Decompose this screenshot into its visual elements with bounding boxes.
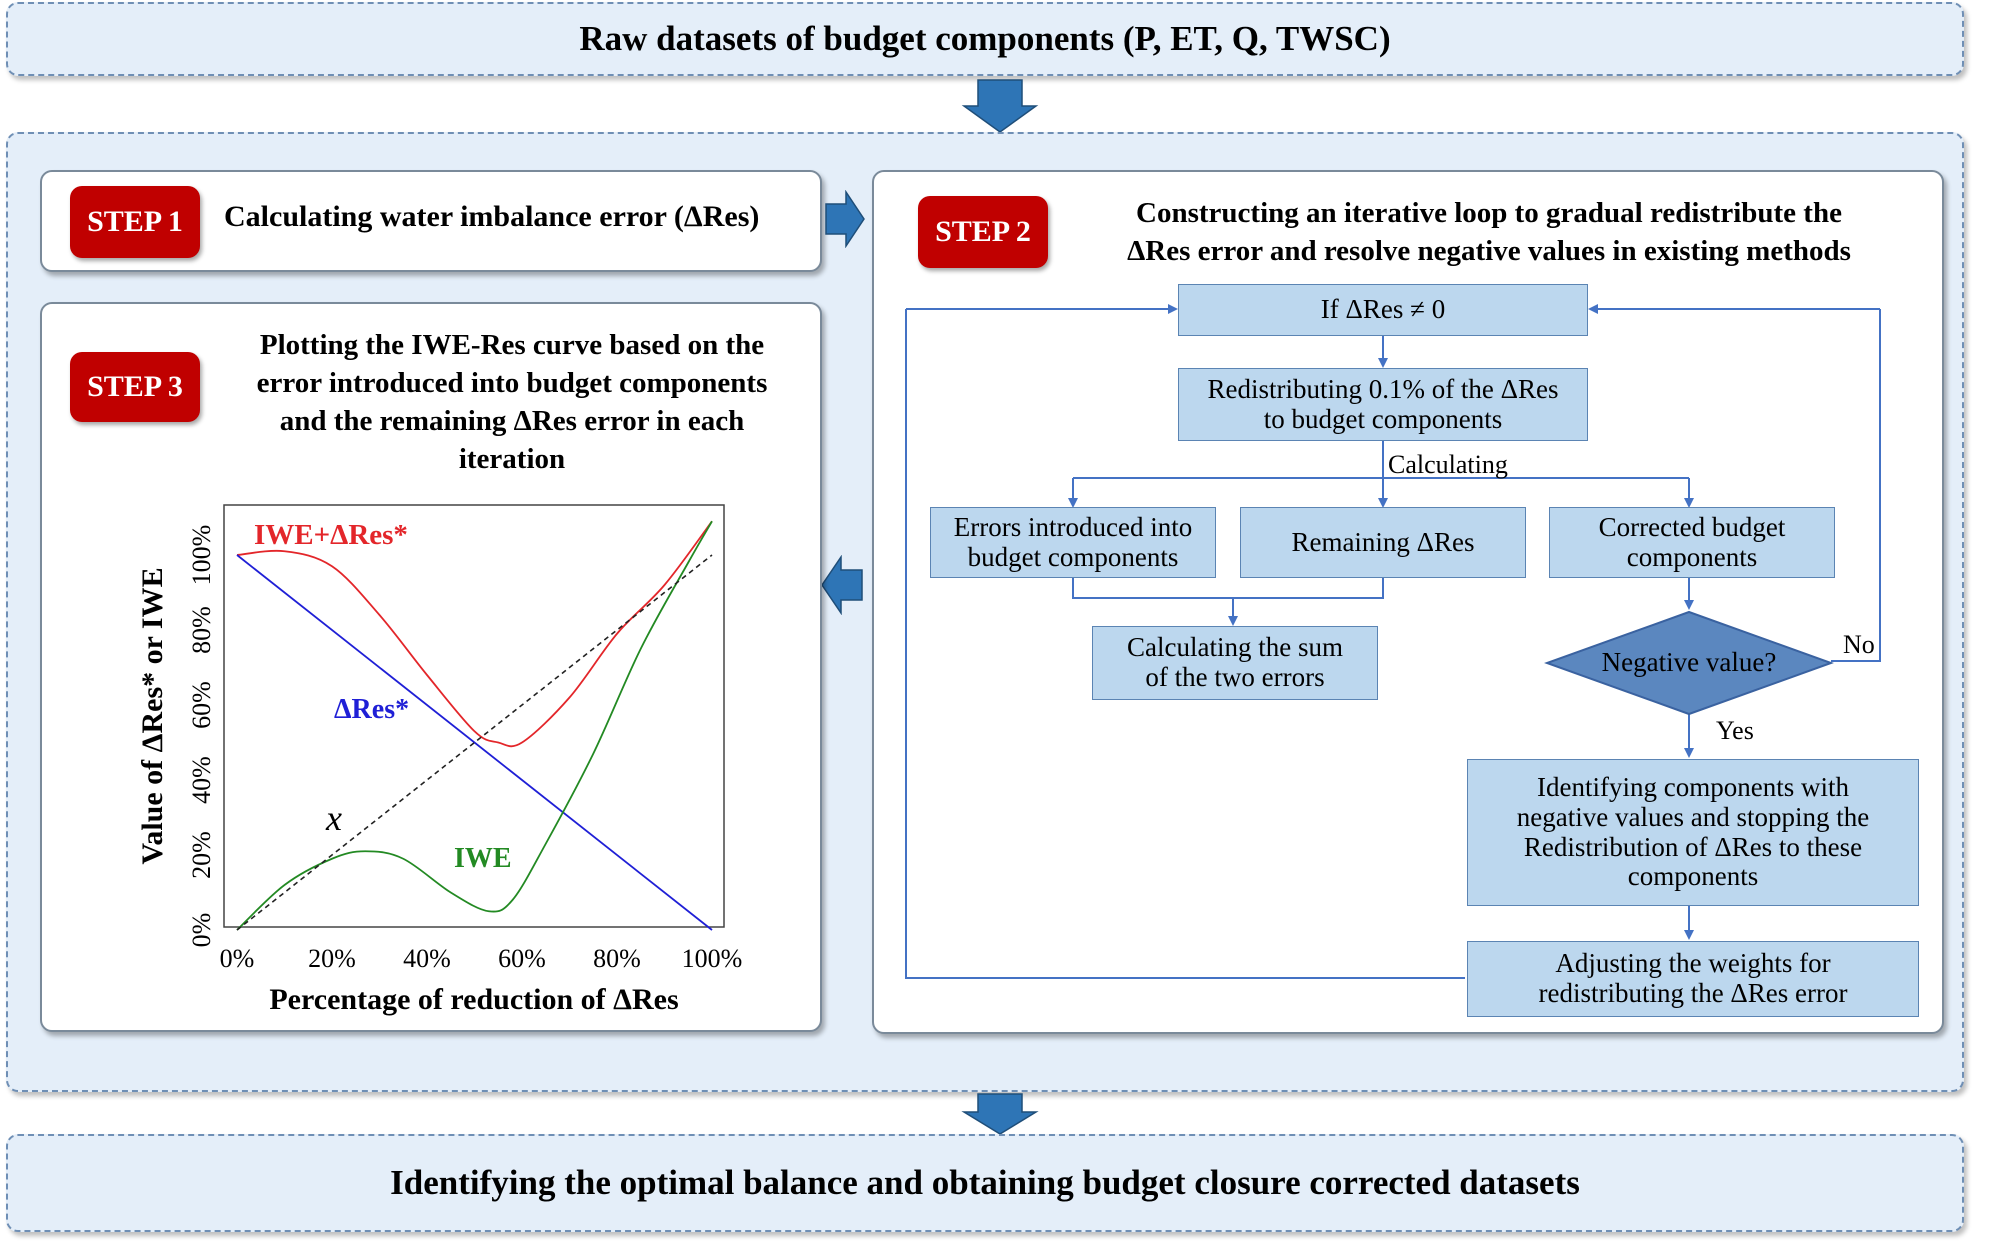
x-tick-label: 20%: [308, 944, 356, 973]
left-arrow-icon: [821, 555, 863, 615]
corrected-text-1: Corrected budget: [1598, 511, 1786, 542]
step2-title: Constructing an iterative loop to gradua…: [1060, 194, 1918, 270]
series-label-iwe-res: IWE+ΔRes*: [254, 519, 408, 551]
x-tick-label: 60%: [498, 944, 546, 973]
errors-introduced-box: Errors introduced into budget components: [930, 507, 1216, 578]
corrected-text-2: components: [1626, 541, 1758, 572]
step3-title-line2: error introduced into budget components: [256, 367, 768, 399]
decision-text: Negative value?: [1601, 647, 1777, 677]
series-label-iwe: IWE: [454, 843, 512, 874]
step3-title: Plotting the IWE-Res curve based on the …: [212, 326, 812, 478]
line-iwe: [236, 520, 713, 931]
y-axis-label: Value of ΔRes* or IWE: [136, 567, 169, 864]
identify-text-4: components: [1627, 861, 1759, 892]
identify-negative-box: Identifying components with negative val…: [1467, 759, 1919, 906]
step3-title-line1: Plotting the IWE-Res curve based on the: [259, 329, 765, 361]
negative-value-decision: [1544, 610, 1834, 716]
redistribute-text-2: to budget components: [1263, 403, 1503, 434]
annotation-x: x: [325, 798, 342, 838]
series-label-res: ΔRes*: [334, 694, 409, 725]
adjust-text-2: redistributing the ΔRes error: [1538, 978, 1848, 1008]
down-arrow-icon: [961, 79, 1039, 133]
redistribute-text-1: Redistributing 0.1% of the ΔRes: [1207, 373, 1559, 404]
bottom-output-band: Identifying the optimal balance and obta…: [6, 1134, 1964, 1232]
line-res: [236, 554, 713, 931]
sum-errors-box: Calculating the sum of the two errors: [1092, 626, 1378, 700]
x-tick-label: 0%: [220, 944, 255, 973]
y-tick-label: 60%: [187, 681, 216, 729]
identify-text-1: Identifying components with: [1537, 772, 1849, 803]
y-tick-label: 40%: [187, 756, 216, 804]
step1-badge: STEP 1: [70, 186, 200, 258]
y-tick-label: 20%: [187, 831, 216, 879]
yes-label: Yes: [1716, 716, 1754, 745]
right-arrow-icon: [825, 190, 865, 248]
remaining-text: Remaining ΔRes: [1291, 526, 1475, 557]
x-tick-label: 80%: [593, 944, 641, 973]
redistribute-box: Redistributing 0.1% of the ΔRes to budge…: [1178, 368, 1588, 441]
line-iwe-plus-res: [236, 520, 713, 748]
identify-text-2: negative values and stopping the: [1516, 801, 1870, 832]
adjust-weights-box: Adjusting the weights for redistributing…: [1467, 941, 1919, 1017]
x-tick-label: 100%: [682, 944, 743, 973]
bottom-band-text: Identifying the optimal balance and obta…: [390, 1163, 1580, 1202]
line-reference-diagonal: [236, 554, 713, 931]
errors-text-2: budget components: [967, 541, 1179, 572]
sum-text-2: of the two errors: [1145, 662, 1325, 692]
if-res-box: If ΔRes ≠ 0: [1178, 284, 1588, 336]
identify-text-3: Redistribution of ΔRes to these: [1523, 831, 1863, 862]
corrected-components-box: Corrected budget components: [1549, 507, 1835, 578]
no-label: No: [1843, 630, 1875, 659]
plot-frame: [223, 504, 725, 928]
top-input-band: Raw datasets of budget components (P, ET…: [6, 2, 1964, 76]
sum-text-1: Calculating the sum: [1127, 632, 1343, 663]
y-tick-label: 100%: [187, 525, 216, 586]
step3-badge: STEP 3: [70, 352, 200, 422]
step2-badge: STEP 2: [918, 196, 1048, 268]
x-tick-label: 40%: [403, 944, 451, 973]
iwe-res-chart: 0% 20% 40% 60% 80% 100% 0% 20% 40% 60% 80% 100% IW…: [136, 504, 743, 1016]
top-band-text: Raw datasets of budget components (P, ET…: [579, 19, 1391, 58]
y-tick-label: 80%: [187, 606, 216, 654]
remaining-res-box: Remaining ΔRes: [1240, 507, 1526, 578]
step2-title-line1: Constructing an iterative loop to gradua…: [1136, 197, 1842, 229]
step3-title-line4: iteration: [458, 443, 566, 475]
step1-panel: STEP 1 Calculating water imbalance error…: [40, 170, 822, 272]
step2-title-line2: ΔRes error and resolve negative values i…: [1127, 235, 1851, 267]
y-tick-label: 0%: [187, 913, 216, 948]
step1-title: Calculating water imbalance error (ΔRes): [224, 200, 760, 233]
x-axis-label: Percentage of reduction of ΔRes: [269, 983, 678, 1016]
errors-text-1: Errors introduced into: [953, 511, 1193, 542]
step3-title-line3: and the remaining ΔRes error in each: [279, 405, 745, 437]
if-res-text: If ΔRes ≠ 0: [1320, 294, 1446, 325]
down-arrow-icon: [961, 1093, 1039, 1135]
adjust-text-1: Adjusting the weights for: [1555, 948, 1831, 979]
calculating-label: Calculating: [1388, 450, 1508, 479]
